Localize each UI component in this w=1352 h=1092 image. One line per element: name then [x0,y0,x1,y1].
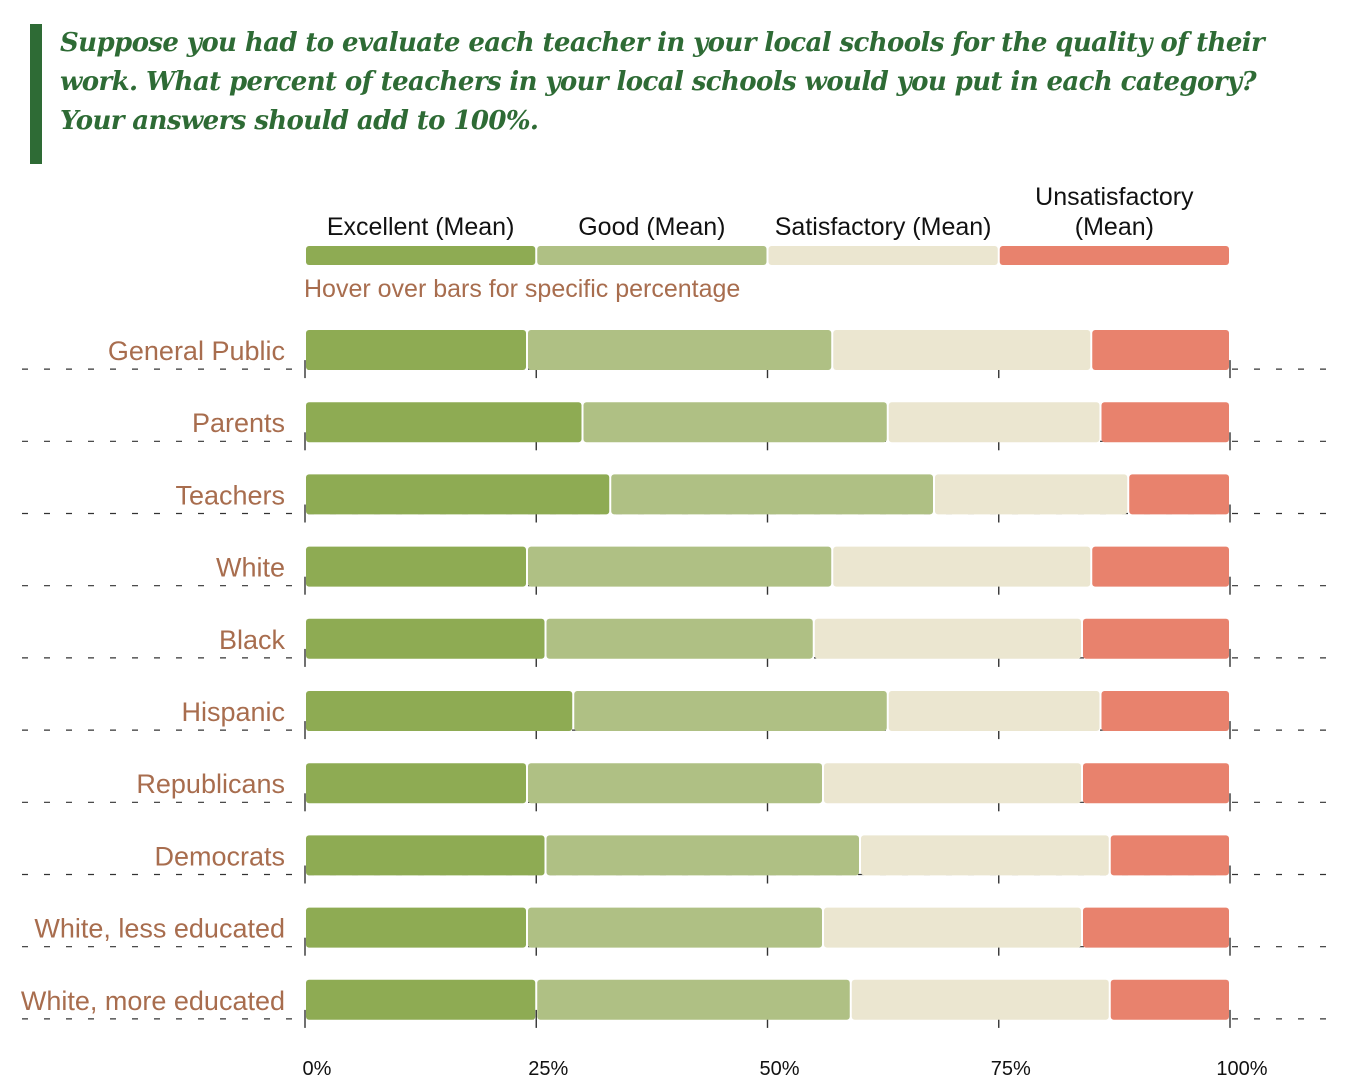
question-block: Suppose you had to evaluate each teacher… [30,24,1290,164]
legend-swatch-excellent-mean [306,246,536,265]
category-label-general-public: General Public [108,336,285,366]
category-label-republicans: Republicans [136,769,285,799]
hover-hint: Hover over bars for specific percentage [304,275,740,303]
bar-general-public-unsatisfactory-mean[interactable]: Unsatisfactory (Mean): 15% [1092,330,1229,370]
category-label-hispanic: Hispanic [181,697,285,727]
bar-hispanic-excellent-mean[interactable]: Excellent (Mean): 29% [306,691,573,731]
bar-white-good-mean[interactable]: Good (Mean): 33% [528,546,832,587]
legend-swatch-good-mean [537,246,767,265]
bar-teachers-unsatisfactory-mean[interactable]: Unsatisfactory (Mean): 11% [1129,474,1229,515]
bar-teachers-excellent-mean[interactable]: Excellent (Mean): 33% [306,474,610,515]
legend-swatch-satisfactory-mean [768,246,998,265]
category-label-black: Black [219,625,286,655]
x-tick-label: 75% [991,1058,1031,1080]
legend-label-good-mean: Good (Mean) [578,213,725,241]
category-label-white-less-educated: White, less educated [34,914,285,944]
bar-hispanic-unsatisfactory-mean[interactable]: Unsatisfactory (Mean): 14% [1101,691,1230,731]
category-label-parents: Parents [192,408,285,438]
x-axis-ticks: 0% 25% 50% 75% 100% [303,1058,1268,1080]
bars: Excellent (Mean): 24%Good (Mean): 33%Sat… [306,330,1229,1020]
x-tick-label: 25% [528,1058,568,1080]
bar-white-more-educated-good-mean[interactable]: Good (Mean): 34% [537,979,850,1020]
legend-label-unsatisfactory-mean-line-2: (Mean) [1075,213,1154,241]
bar-white-less-educated-excellent-mean[interactable]: Excellent (Mean): 24% [306,907,526,948]
bar-black-excellent-mean[interactable]: Excellent (Mean): 26% [306,618,545,659]
bar-democrats-good-mean[interactable]: Good (Mean): 34% [546,835,860,876]
bar-parents-satisfactory-mean[interactable]: Satisfactory (Mean): 23% [888,402,1100,443]
legend-swatch-unsatisfactory-mean [999,246,1229,265]
category-label-white-more-educated: White, more educated [21,986,285,1016]
bar-democrats-excellent-mean[interactable]: Excellent (Mean): 26% [306,835,545,876]
bar-republicans-satisfactory-mean[interactable]: Satisfactory (Mean): 28% [824,763,1081,804]
bar-republicans-good-mean[interactable]: Good (Mean): 32% [528,763,822,804]
bar-hispanic-satisfactory-mean[interactable]: Satisfactory (Mean): 23% [888,691,1100,731]
legend-label-unsatisfactory-mean-line-1: Unsatisfactory [1035,183,1194,211]
bar-black-satisfactory-mean[interactable]: Satisfactory (Mean): 29% [814,618,1081,659]
bar-white-more-educated-satisfactory-mean[interactable]: Satisfactory (Mean): 28% [851,979,1109,1020]
x-tick-label: 50% [759,1058,799,1080]
bar-white-less-educated-satisfactory-mean[interactable]: Satisfactory (Mean): 28% [824,907,1081,948]
bar-white-more-educated-excellent-mean[interactable]: Excellent (Mean): 25% [306,979,536,1020]
bar-parents-unsatisfactory-mean[interactable]: Unsatisfactory (Mean): 14% [1101,402,1230,443]
bar-white-unsatisfactory-mean[interactable]: Unsatisfactory (Mean): 15% [1092,546,1229,587]
bar-republicans-unsatisfactory-mean[interactable]: Unsatisfactory (Mean): 16% [1083,763,1229,804]
bar-teachers-good-mean[interactable]: Good (Mean): 35% [611,474,933,515]
category-label-teachers: Teachers [175,480,285,510]
category-label-democrats: Democrats [154,841,285,871]
question-text: Suppose you had to evaluate each teacher… [60,28,1265,136]
bar-general-public-good-mean[interactable]: Good (Mean): 33% [528,330,832,370]
bar-parents-good-mean[interactable]: Good (Mean): 33% [583,402,887,443]
bar-teachers-satisfactory-mean[interactable]: Satisfactory (Mean): 21% [935,474,1128,515]
category-label-white: White [216,553,285,583]
bar-black-unsatisfactory-mean[interactable]: Unsatisfactory (Mean): 16% [1083,618,1229,659]
bar-general-public-satisfactory-mean[interactable]: Satisfactory (Mean): 28% [833,330,1091,370]
bar-white-more-educated-unsatisfactory-mean[interactable]: Unsatisfactory (Mean): 13% [1110,979,1229,1020]
bar-black-good-mean[interactable]: Good (Mean): 29% [546,618,813,659]
category-labels: General Public Parents Teachers White Black H… [21,336,286,1016]
x-tick-label: 0% [303,1058,332,1080]
bar-republicans-excellent-mean[interactable]: Excellent (Mean): 24% [306,763,526,804]
chart-legend: Excellent (Mean) Good (Mean) Satisfactory … [306,183,1229,265]
bar-general-public-excellent-mean[interactable]: Excellent (Mean): 24% [306,330,526,370]
bar-white-satisfactory-mean[interactable]: Satisfactory (Mean): 28% [833,546,1091,587]
legend-label-excellent-mean: Excellent (Mean) [327,213,515,241]
bar-white-less-educated-unsatisfactory-mean[interactable]: Unsatisfactory (Mean): 16% [1083,907,1229,948]
bar-white-less-educated-good-mean[interactable]: Good (Mean): 32% [528,907,822,948]
x-tick-label: 100% [1216,1058,1267,1080]
bar-parents-excellent-mean[interactable]: Excellent (Mean): 30% [306,402,582,443]
stacked-bar-chart: Excellent (Mean) Good (Mean) Satisfactory … [21,183,1330,1080]
legend-label-satisfactory-mean: Satisfactory (Mean) [775,213,992,241]
bar-hispanic-good-mean[interactable]: Good (Mean): 34% [574,691,887,731]
bar-democrats-satisfactory-mean[interactable]: Satisfactory (Mean): 27% [861,835,1109,876]
bar-white-excellent-mean[interactable]: Excellent (Mean): 24% [306,546,526,587]
bar-democrats-unsatisfactory-mean[interactable]: Unsatisfactory (Mean): 13% [1110,835,1229,876]
